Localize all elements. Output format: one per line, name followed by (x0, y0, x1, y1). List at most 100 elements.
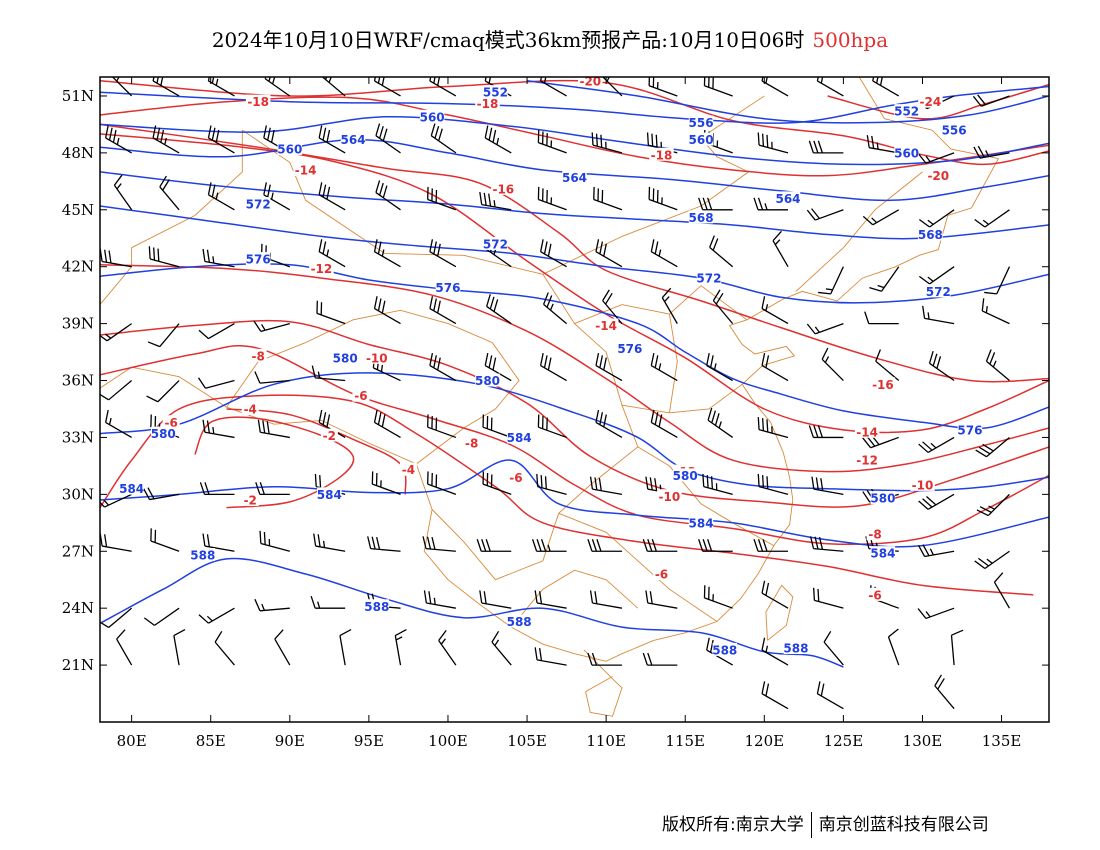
wind-barb (757, 473, 789, 495)
wind-barb (321, 77, 346, 97)
wind-barb (602, 77, 623, 97)
wind-barb (373, 296, 401, 325)
height-contour-label: 588 (712, 643, 737, 657)
temperature-contour-label-bg (309, 261, 334, 275)
temperature-contour-label-bg (649, 147, 674, 161)
height-contour-label: 584 (317, 488, 342, 502)
wind-barb (313, 533, 346, 552)
height-contour-label-bg (894, 145, 919, 159)
lat-tick-label: 42N (62, 258, 94, 276)
wind-barb (703, 77, 733, 97)
temperature-contour-label: -4 (402, 463, 415, 477)
height-contour-label: 588 (507, 615, 532, 629)
temperature-contour-label-bg (463, 436, 481, 450)
wind-barb (202, 533, 235, 552)
wind-barb (922, 305, 955, 325)
wind-barb (595, 239, 623, 268)
temperature-contour-label-bg (364, 350, 390, 364)
height-contour-label: 560 (894, 146, 919, 160)
temperature-contour-label-bg (399, 462, 417, 476)
wind-barb (761, 681, 789, 710)
wind-barb (531, 539, 567, 552)
wind-barb (806, 323, 844, 335)
wind-barb (757, 417, 789, 439)
temperature-contour-label-bg (475, 96, 500, 110)
temperature-contour-label-bg (162, 415, 180, 429)
wind-barb (917, 607, 955, 620)
wind-barb (214, 630, 235, 666)
wind-barb (866, 135, 899, 154)
wind-barb (712, 289, 734, 325)
wind-barb (484, 353, 512, 382)
wind-barb (148, 246, 180, 268)
wind-barb (757, 132, 789, 154)
height-contour-label: 556 (689, 116, 714, 130)
height-contour-label: 584 (689, 516, 714, 530)
temperature-contour-label: -16 (492, 182, 514, 196)
height-contour-label-bg (688, 515, 714, 529)
wind-barb (143, 607, 180, 626)
wind-barb (537, 186, 567, 211)
wind-barb (661, 287, 678, 324)
height-contour-label-bg (918, 227, 943, 241)
height-contour-line (100, 263, 1049, 430)
wind-barb (808, 425, 844, 439)
height-contour-label-bg (277, 142, 303, 156)
wind-barb (862, 209, 900, 226)
height-contour-label-bg (926, 284, 951, 298)
temperature-contour-line (100, 345, 1049, 546)
lat-tick-label: 27N (62, 542, 94, 560)
temperature-contour-label: -6 (354, 389, 367, 403)
height-contour-label-bg (688, 115, 714, 129)
temperature-contour-label-bg (866, 527, 884, 541)
temperature-contour-label-bg (870, 377, 896, 391)
wind-barb (648, 77, 678, 97)
lon-tick-label: 95E (354, 732, 384, 750)
temperature-contour-label: -20 (579, 74, 601, 88)
temperature-contour-label: -24 (920, 95, 942, 109)
lon-tick-label: 120E (745, 732, 785, 750)
height-contour-label-bg (245, 252, 271, 266)
height-contour-label: 560 (689, 133, 714, 147)
temperature-contour-label-bg (241, 401, 259, 415)
temperature-contour-label: -10 (659, 490, 681, 504)
temperature-contour-label-bg (293, 162, 318, 176)
temperature-contour-label-bg (926, 168, 951, 182)
copyright-text: 版权所有:南京大学 (662, 815, 804, 835)
wind-barb (100, 248, 132, 268)
wind-barb (537, 414, 567, 439)
temperature-contour-label: -18 (247, 95, 269, 109)
height-contour-label-bg (941, 123, 967, 137)
height-contour-label-bg (317, 487, 342, 501)
temperature-contour-label: -4 (244, 402, 257, 416)
temperature-contour-label: -2 (244, 494, 257, 508)
wind-barb (806, 208, 844, 221)
temperature-contour-label-bg (910, 477, 935, 491)
height-contour-label: 580 (870, 492, 895, 506)
wind-barb (772, 230, 789, 268)
height-contour-label: 576 (435, 281, 460, 295)
wind-barb (427, 471, 457, 495)
wind-barb (427, 414, 457, 439)
lat-tick-label: 30N (62, 485, 94, 503)
wind-barb (587, 539, 622, 552)
height-contour-label: 552 (894, 105, 919, 119)
temperature-contour-line (100, 123, 1049, 383)
height-contour-label-bg (506, 614, 532, 628)
temperature-contour-label: -6 (655, 568, 668, 582)
wind-barb (202, 419, 235, 439)
height-contour-label-bg (483, 85, 508, 99)
lon-tick-label: 100E (428, 732, 468, 750)
lon-tick-label: 90E (275, 732, 305, 750)
wind-barb (703, 585, 733, 609)
height-contour-label-bg (672, 468, 698, 482)
temperature-contour-line (194, 416, 355, 509)
height-contour-label-bg (688, 210, 714, 224)
wind-barb (147, 323, 180, 348)
height-contour-label-bg (506, 430, 532, 444)
wind-barb (917, 152, 955, 164)
height-contour-label: 580 (673, 469, 698, 483)
temperature-contour-label-bg (507, 470, 525, 484)
height-contour-label: 580 (333, 351, 358, 365)
wind-barb (429, 239, 457, 268)
